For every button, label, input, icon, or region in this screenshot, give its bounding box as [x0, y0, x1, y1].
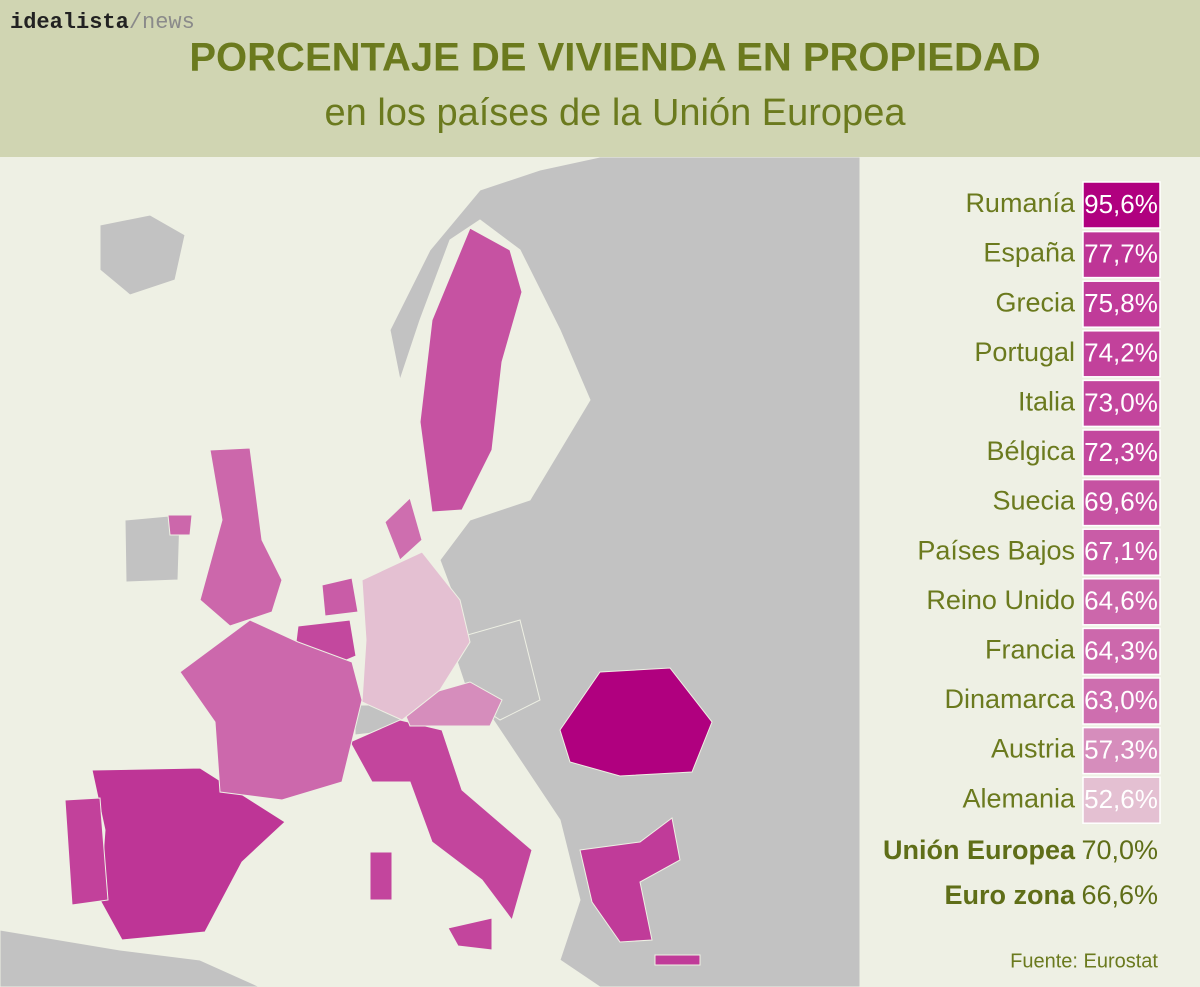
value-box [1082, 181, 1161, 229]
value-label: 67,1% [1084, 536, 1158, 566]
title: PORCENTAJE DE VIVIENDA EN PROPIEDAD [189, 36, 1040, 80]
country-name: Francia [985, 635, 1076, 665]
value-box [1082, 677, 1161, 725]
value-label: 64,3% [1084, 635, 1158, 665]
value-box [1082, 528, 1161, 576]
value-box [1082, 429, 1161, 477]
country-name: Países Bajos [917, 535, 1075, 565]
value-label: 72,3% [1084, 437, 1158, 467]
country-name: Portugal [974, 337, 1075, 367]
total-name: Euro zona [944, 880, 1075, 910]
value-label: 57,3% [1084, 734, 1158, 764]
country-name: Alemania [962, 783, 1076, 813]
country [447, 917, 493, 951]
country-name: Rumanía [965, 188, 1076, 218]
value-label: 73,0% [1084, 387, 1158, 417]
brand-name: idealista [10, 10, 129, 35]
value-box [1082, 627, 1161, 676]
header-band [0, 0, 1200, 157]
value-label: 69,6% [1084, 486, 1158, 516]
value-box [1082, 578, 1161, 626]
country-name: Dinamarca [944, 684, 1076, 714]
country-name: Bélgica [986, 436, 1076, 466]
subtitle: en los países de la Unión Europea [325, 92, 907, 134]
brand: idealista/news [10, 10, 195, 35]
value-box [1082, 230, 1161, 279]
value-label: 74,2% [1084, 338, 1158, 368]
country [399, 681, 503, 727]
country-name: Italia [1018, 387, 1076, 417]
value-box [1082, 280, 1161, 328]
value-label: 52,6% [1084, 784, 1158, 814]
value-box [1082, 776, 1161, 824]
total-name: Unión Europea [883, 835, 1076, 865]
brand-suffix: /news [129, 10, 195, 35]
value-box [1082, 330, 1161, 378]
country [179, 619, 363, 801]
ranking: Rumanía 95,6% España 77,7% Grecia 75,8% Portug… [883, 181, 1161, 910]
country-name: Reino Unido [926, 585, 1075, 615]
source: Fuente: Eurostat [1010, 950, 1158, 972]
country [64, 797, 109, 906]
value-label: 95,6% [1084, 189, 1158, 219]
country [321, 577, 359, 617]
country [384, 497, 423, 561]
map [64, 227, 713, 966]
country [167, 514, 193, 536]
value-label: 77,7% [1084, 238, 1158, 268]
country [559, 667, 713, 777]
country-name: Grecia [995, 287, 1076, 317]
value-box [1082, 478, 1161, 527]
country [361, 551, 471, 721]
value-label: 75,8% [1084, 288, 1158, 318]
country [419, 227, 523, 513]
country [349, 719, 533, 922]
value-label: 63,0% [1084, 685, 1158, 715]
value-box [1082, 726, 1161, 775]
country-name: Suecia [992, 486, 1076, 516]
country-name: España [983, 238, 1076, 268]
value-box [1082, 379, 1161, 428]
value-label: 64,6% [1084, 586, 1158, 616]
country [579, 817, 681, 943]
country [199, 447, 283, 627]
total-value: 66,6% [1081, 880, 1158, 910]
total-value: 70,0% [1081, 835, 1158, 865]
country [369, 851, 393, 901]
country-name: Austria [991, 734, 1076, 764]
country [654, 954, 701, 966]
